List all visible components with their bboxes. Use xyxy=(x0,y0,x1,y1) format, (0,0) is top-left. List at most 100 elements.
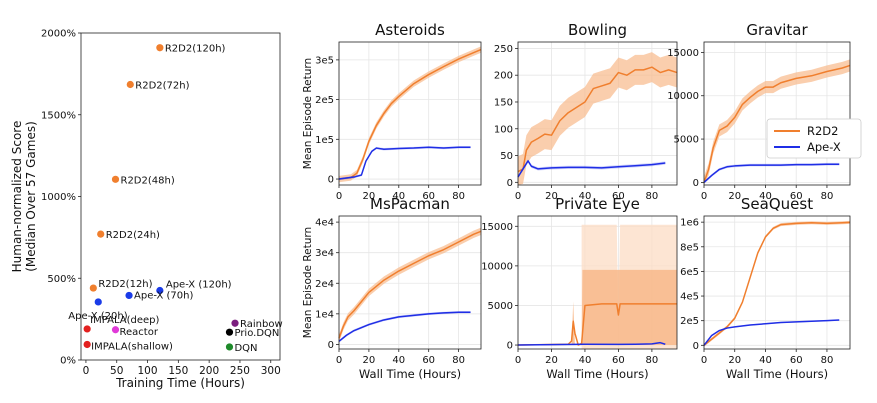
x-tick-label: 0 xyxy=(83,365,90,377)
y-tick-label: 1e5 xyxy=(315,135,334,146)
panel-title: Gravitar xyxy=(746,21,808,39)
overview-chart: 0% 500% 1000% 1500% 2000% 0 50 100 150 200 250 300 T… xyxy=(10,29,283,391)
r2d2-line xyxy=(338,230,482,339)
y-tick-label: 100 xyxy=(494,124,513,135)
point-ape-x-20h- xyxy=(94,298,102,306)
ape-x-line xyxy=(338,146,471,180)
x-tick-label: 80 xyxy=(821,355,834,366)
y-tick-label: 2e5 xyxy=(680,316,699,327)
legend-label: Ape-X xyxy=(807,140,841,154)
panel-bowling: 0 50 100 150 200 250 0 20 40 60 80 Bowling xyxy=(494,21,678,202)
y-tick-label: 0 xyxy=(693,341,699,352)
x-tick-label: 60 xyxy=(790,191,803,202)
y-tick-label: 6e5 xyxy=(680,267,699,278)
x-tick-label: 0 xyxy=(701,355,707,366)
x-tick-label: 80 xyxy=(452,355,465,366)
legend-box xyxy=(766,118,862,159)
x-tick-label: 20 xyxy=(728,355,741,366)
y-tick-label: 2e5 xyxy=(315,95,334,106)
x-tick-label: 0 xyxy=(336,191,342,202)
x-tick-label: 80 xyxy=(821,191,834,202)
point-label: IMPALA(deep) xyxy=(90,315,159,326)
y-tick-label: 500% xyxy=(47,274,76,285)
panel-title: Asteroids xyxy=(375,21,445,39)
ape-x-band xyxy=(518,159,666,179)
point-label: IMPALA(shallow) xyxy=(91,341,173,352)
point-label: Ape-X (120h) xyxy=(166,280,232,291)
panel-privateeye: 0 5000 10000 15000 0 20 40 60 80 Private Eye Wall … xyxy=(481,195,678,381)
y-axis-title: Human-normalized Score xyxy=(10,121,24,273)
panel-frame xyxy=(703,215,851,350)
y-tick-label: 0 xyxy=(328,175,334,186)
point-impala-deep- xyxy=(83,325,91,333)
x-tick-label: 20 xyxy=(728,191,741,202)
y-tick-label: 0 xyxy=(693,178,699,189)
x-tick-label: 80 xyxy=(646,355,659,366)
x-tick-label: 200 xyxy=(199,365,219,377)
y-tick-label: 15000 xyxy=(481,222,513,233)
y-tick-label: 2e4 xyxy=(315,279,334,290)
y-tick-label: 1500% xyxy=(41,110,76,121)
point-label: R2D2(120h) xyxy=(165,44,226,55)
panel-title: MsPacman xyxy=(370,195,450,213)
panel-frame xyxy=(338,41,482,186)
x-tick-label: 50 xyxy=(110,365,123,377)
ape-x-band xyxy=(704,162,840,184)
point-label: Rainbow xyxy=(240,319,283,330)
x-tick-label: 20 xyxy=(545,355,558,366)
x-tick-label: 80 xyxy=(646,191,659,202)
point-label: R2D2(72h) xyxy=(135,81,189,92)
legend-label: R2D2 xyxy=(807,124,838,138)
x-tick-label: 40 xyxy=(392,355,405,366)
x-tick-label: 40 xyxy=(759,355,772,366)
x-tick-label: 40 xyxy=(579,355,592,366)
point-r2d2-24h- xyxy=(97,230,105,238)
x-axis-title: Wall Time (Hours) xyxy=(726,367,828,381)
x-tick-label: 60 xyxy=(422,355,435,366)
y-tick-label: 250 xyxy=(494,44,513,55)
y-tick-label: 0 xyxy=(328,340,334,351)
ape-x-band xyxy=(339,311,471,343)
point-label: R2D2(12h) xyxy=(98,279,152,290)
panel-seaquest: 0 2e5 4e5 6e5 8e5 1e6 0 20 40 60 80 SeaQuest Wall Ti… xyxy=(680,195,851,381)
point-label: Ape-X (20h) xyxy=(68,311,127,322)
point-r2d2-120h- xyxy=(156,44,164,52)
y-tick-label: 5000 xyxy=(488,301,513,312)
point-prio-dqn xyxy=(225,328,234,336)
r2d2-variance-inner xyxy=(571,269,677,346)
r2d2-line xyxy=(703,221,851,346)
x-tick-label: 80 xyxy=(452,191,465,202)
y-axis-title: Mean Episode Return xyxy=(302,58,314,169)
x-tick-label: 40 xyxy=(759,191,772,202)
y-tick-label: 10000 xyxy=(481,261,513,272)
y-axis-title: Mean Episode Return xyxy=(302,227,314,338)
r2d2-band xyxy=(339,46,481,183)
x-tick-label: 20 xyxy=(363,191,376,202)
point-label: R2D2(24h) xyxy=(106,230,160,241)
y-tick-label: 0 xyxy=(507,178,513,189)
point-dqn xyxy=(225,343,234,351)
point-r2d2-72h- xyxy=(126,80,134,89)
point-rainbow xyxy=(231,319,239,327)
x-axis-title: Training Time (Hours) xyxy=(115,376,245,390)
point-r2d2-12h- xyxy=(89,284,97,292)
y-tick-label: 8e5 xyxy=(680,242,699,253)
x-tick-label: 60 xyxy=(612,355,625,366)
y-tick-label: 1e4 xyxy=(315,309,334,320)
y-tick-label: 3e5 xyxy=(315,55,334,66)
legend: R2D2 Ape-X xyxy=(766,118,862,159)
r2d2-line xyxy=(703,64,851,183)
x-tick-label: 40 xyxy=(392,191,405,202)
y-tick-label: 10000 xyxy=(667,91,699,102)
ape-x-line xyxy=(703,163,840,183)
panel-title: SeaQuest xyxy=(741,195,813,213)
y-tick-label: 150 xyxy=(494,97,513,108)
x-tick-label: 20 xyxy=(545,191,558,202)
r2d2-band xyxy=(518,52,677,186)
r2d2-line xyxy=(338,48,482,180)
y-tick-label: 0 xyxy=(507,341,513,352)
point-ape-x-120h- xyxy=(156,286,164,295)
y-axis-subtitle: (Median Over 57 Games) xyxy=(24,121,38,272)
x-tick-label: 0 xyxy=(515,355,521,366)
